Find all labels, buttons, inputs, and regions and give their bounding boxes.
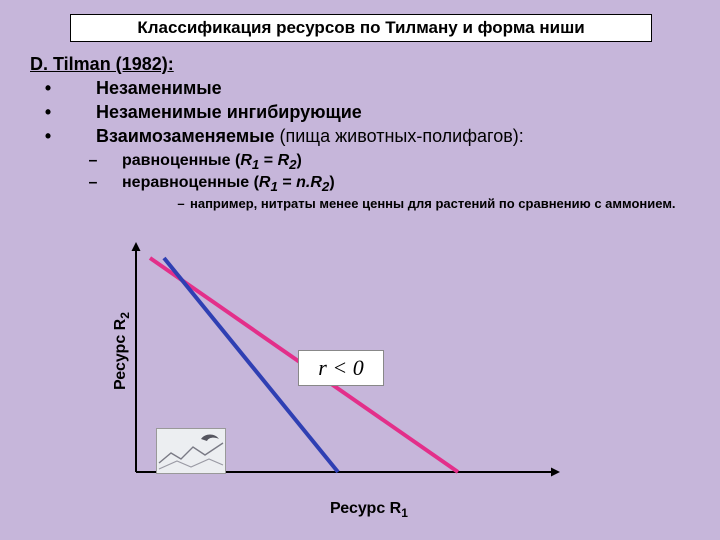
bullet-text: Взаимозаменяемые (пища животных-полифаго… [96, 126, 524, 146]
inset-illustration [156, 428, 226, 474]
formula-box: r < 0 [298, 350, 384, 386]
dash-icon: – [172, 196, 190, 211]
bullet-marker-icon: • [34, 78, 62, 99]
slide-root: Классификация ресурсов по Тилману и форм… [0, 0, 720, 540]
example-note: –например, нитраты менее ценны для расте… [172, 196, 682, 211]
sub-bullet-item: – равноценные (R1 = R2) [82, 152, 302, 172]
bullet-text: Незаменимые ингибирующие [96, 102, 362, 122]
bullet-marker-icon: • [34, 102, 62, 123]
sub-bullet-text: неравноценные (R1 = n.R2) [122, 174, 335, 191]
bullet-item: • Незаменимые ингибирующие [34, 102, 362, 123]
slide-title: Классификация ресурсов по Тилману и форм… [70, 14, 652, 42]
x-axis-label: Ресурс R1 [330, 500, 408, 520]
dash-icon: – [82, 152, 104, 170]
note-text: например, нитраты менее ценны для растен… [190, 196, 676, 211]
sub-bullet-text: равноценные (R1 = R2) [122, 152, 302, 169]
y-axis-label: Ресурс R2 [112, 312, 132, 390]
bullet-text: Незаменимые [96, 78, 222, 98]
bullet-item: • Взаимозаменяемые (пища животных-полифаг… [34, 126, 524, 147]
bullet-marker-icon: • [34, 126, 62, 147]
sub-bullet-item: – неравноценные (R1 = n.R2) [82, 174, 335, 194]
inset-svg [157, 429, 225, 473]
author-heading: D. Tilman (1982): [30, 54, 174, 75]
dash-icon: – [82, 174, 104, 192]
bullet-item: • Незаменимые [34, 78, 222, 99]
